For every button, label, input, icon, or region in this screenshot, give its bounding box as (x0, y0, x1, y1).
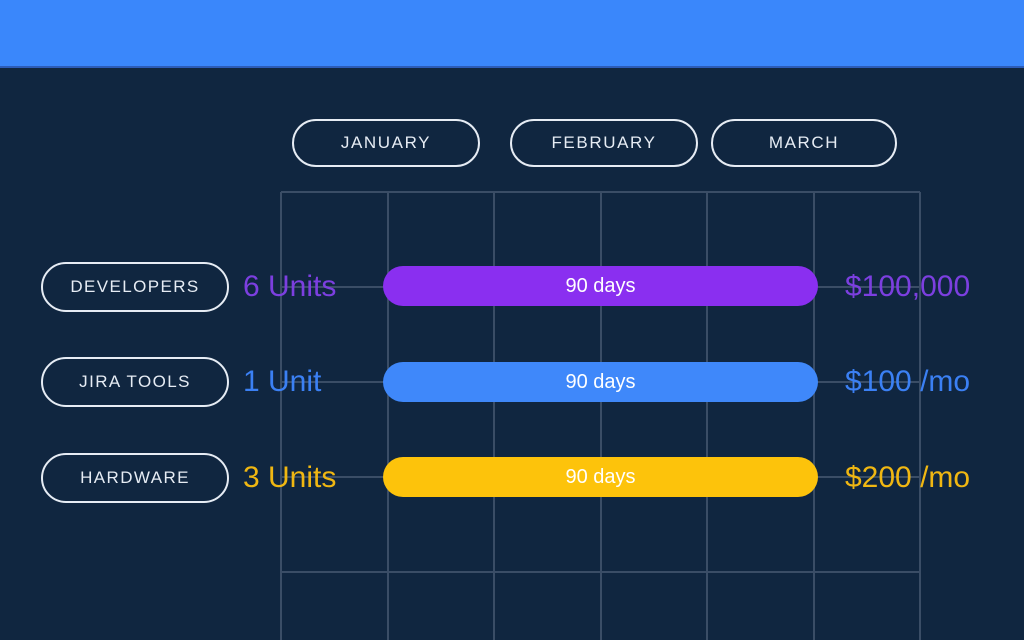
row-label-pill-hardware: HARDWARE (41, 453, 229, 503)
top-accent-bar (0, 0, 1024, 68)
cost-value-developers: $100,000 (845, 270, 971, 303)
row-label-pill-jira-tools: JIRA TOOLS (41, 357, 229, 407)
grid-line-vertical (280, 192, 282, 640)
month-pill-march: MARCH (711, 119, 897, 167)
row-label-pill-developers: DEVELOPERS (41, 262, 229, 312)
units-value-developers: 6 Units (243, 270, 337, 303)
cost-value-jira-tools: $100 /mo (845, 365, 971, 398)
grid-line-vertical (493, 192, 495, 640)
grid-line-vertical (386, 192, 389, 640)
units-value-jira-tools: 1 Unit (243, 365, 322, 398)
grid-line-vertical (812, 192, 815, 640)
month-pill-february: FEBRUARY (510, 119, 698, 167)
grid-line-horizontal (281, 191, 920, 193)
grid-line-vertical (919, 192, 921, 640)
month-pill-january: JANUARY (292, 119, 480, 167)
units-value-hardware: 3 Units (243, 461, 337, 494)
timeline-bar-jira-tools: 90 days (383, 362, 818, 402)
cost-value-hardware: $200 /mo (845, 461, 971, 494)
grid-line-vertical (706, 192, 708, 640)
timeline-bar-hardware: 90 days (383, 457, 818, 497)
timeline-bar-developers: 90 days (383, 266, 818, 306)
grid-line-horizontal (281, 571, 920, 573)
grid-line-vertical (599, 192, 602, 640)
